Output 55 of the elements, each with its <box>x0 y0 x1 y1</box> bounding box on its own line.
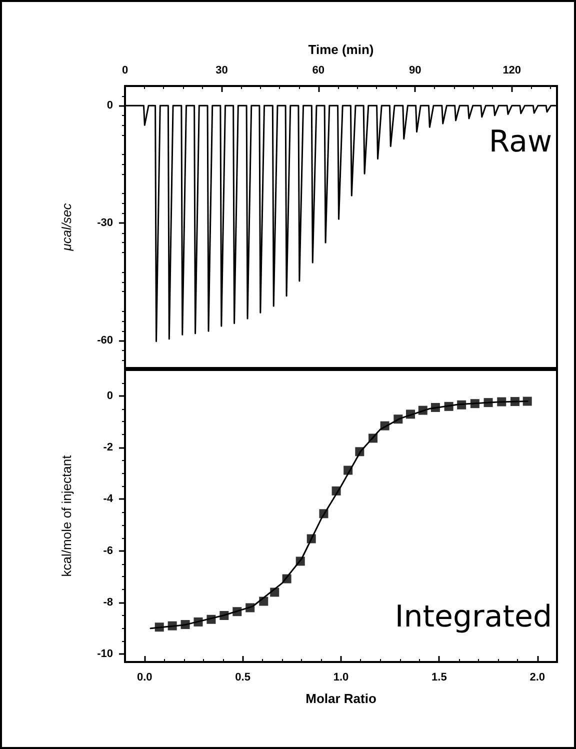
x-tick-label: 2.0 <box>530 672 546 684</box>
y-tick-label: 0 <box>106 390 113 402</box>
y-tick-label: -60 <box>97 334 113 347</box>
y-axis-title: μcal/sec <box>59 202 74 252</box>
point <box>306 534 316 544</box>
y-tick-label: -30 <box>97 217 113 230</box>
point <box>430 402 440 412</box>
y-tick-label: -8 <box>103 596 113 609</box>
point <box>206 614 216 624</box>
x-tick-label: 0 <box>122 64 128 76</box>
point <box>246 603 255 612</box>
x-axis-title: Time (min) <box>308 42 374 57</box>
x-tick-label: 30 <box>216 64 228 76</box>
point <box>220 610 229 620</box>
x-tick-label: 1.5 <box>432 672 447 684</box>
annotation: Raw <box>488 124 552 160</box>
point <box>154 622 164 632</box>
x-tick-label: 0.0 <box>136 672 152 684</box>
point <box>194 617 203 626</box>
y-tick-label: -10 <box>97 648 113 660</box>
x-tick-label: 90 <box>409 64 422 76</box>
y-tick-label: 0 <box>106 100 113 112</box>
point <box>168 621 177 630</box>
y-tick-label: -2 <box>103 442 113 454</box>
point <box>332 486 341 496</box>
point <box>510 397 520 406</box>
point <box>319 509 328 518</box>
x-tick-label: 120 <box>502 64 522 76</box>
point <box>282 574 292 584</box>
x-tick-label: 1.0 <box>333 672 349 684</box>
point <box>484 398 493 408</box>
point <box>457 400 466 410</box>
y-axis-title: kcal/mole of injectant <box>59 454 74 577</box>
point <box>296 556 305 566</box>
point <box>394 414 403 424</box>
point <box>470 399 480 408</box>
point <box>270 588 280 597</box>
point <box>380 421 390 430</box>
point <box>368 434 378 443</box>
point <box>522 396 532 406</box>
x-tick-label: 60 <box>312 64 325 76</box>
y-tick-label: -6 <box>103 544 113 557</box>
y-tick-label: -4 <box>103 493 114 506</box>
point <box>406 410 416 419</box>
x-axis-title: Molar Ratio <box>306 691 376 706</box>
point <box>259 596 268 606</box>
point <box>232 607 242 616</box>
point <box>180 620 190 630</box>
annotation: Integrated <box>394 600 552 634</box>
point <box>355 447 364 456</box>
point <box>444 402 454 411</box>
point <box>344 466 353 475</box>
point <box>418 406 428 415</box>
x-tick-label: 0.5 <box>235 672 250 684</box>
point <box>497 397 506 406</box>
